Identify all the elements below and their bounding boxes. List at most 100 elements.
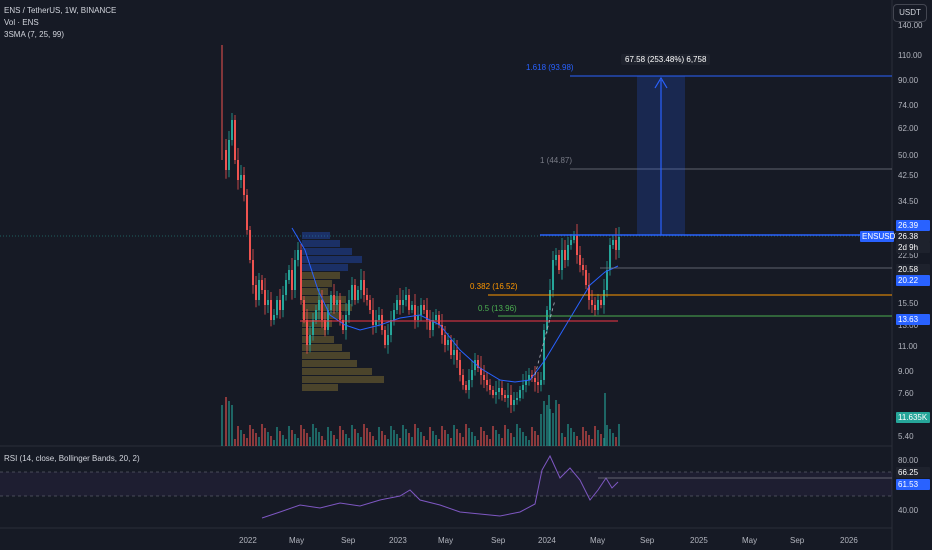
- volume-bar: [387, 439, 389, 446]
- price-tag: 20.58: [896, 264, 930, 275]
- candle-body: [402, 300, 404, 305]
- volume-profile-row: [302, 280, 332, 287]
- volume-bar: [357, 433, 359, 446]
- volume-bar: [456, 429, 458, 446]
- volume-bar: [468, 428, 470, 446]
- volume-bar: [246, 438, 248, 446]
- candle-body: [363, 280, 365, 295]
- volume-bar: [471, 432, 473, 446]
- price-tick: 22.50: [898, 251, 919, 260]
- volume-bar: [600, 434, 602, 446]
- candle-body: [432, 320, 434, 330]
- candle-body: [384, 330, 386, 345]
- candle-body: [462, 375, 464, 385]
- currency-button[interactable]: USDT: [893, 4, 927, 22]
- candle-body: [555, 255, 557, 260]
- volume-bar: [309, 437, 311, 446]
- volume-bar: [429, 427, 431, 446]
- volume-bar: [291, 430, 293, 446]
- volume-profile-row: [302, 368, 372, 375]
- volume-bar: [438, 439, 440, 446]
- volume-bar: [318, 432, 320, 446]
- volume-indicator-label[interactable]: Vol · ENS: [4, 18, 39, 27]
- volume-profile-row: [302, 296, 346, 303]
- candle-body: [366, 295, 368, 300]
- volume-bar: [240, 430, 242, 446]
- volume-bar: [615, 437, 617, 446]
- candle-body: [447, 340, 449, 345]
- rsi-line: [261, 454, 619, 519]
- volume-bar: [420, 432, 422, 446]
- volume-bar: [432, 431, 434, 446]
- volume-profile-row: [302, 256, 362, 263]
- rsi-pane: [261, 454, 892, 519]
- candle-body: [297, 250, 299, 260]
- fib-label-1: 1 (44.87): [540, 156, 573, 165]
- volume-bar: [540, 414, 542, 446]
- candle-body: [378, 315, 380, 320]
- candle-body: [573, 235, 575, 240]
- time-tick: May: [289, 536, 305, 545]
- volume-bar: [351, 425, 353, 446]
- volume-bar: [489, 439, 491, 446]
- candle-body: [501, 388, 503, 395]
- candle-body: [324, 320, 326, 330]
- candle-body: [339, 300, 341, 320]
- candle-body: [570, 240, 572, 245]
- candle-body: [456, 350, 458, 360]
- volume-bar: [618, 424, 620, 446]
- volume-bar: [354, 429, 356, 446]
- time-tick: 2025: [690, 536, 708, 545]
- volume-bar: [270, 436, 272, 446]
- volume-bar: [369, 432, 371, 446]
- candle-body: [342, 320, 344, 330]
- volume-bar: [588, 435, 590, 446]
- volume-bar: [324, 440, 326, 446]
- price-tick: 90.00: [898, 76, 919, 85]
- candle-body: [333, 295, 335, 305]
- volume-bar: [450, 438, 452, 446]
- candle-body: [507, 395, 509, 398]
- symbol-price-tag: ENSUSDT: [860, 231, 901, 242]
- candle-body: [618, 237, 620, 250]
- volume-bar: [426, 440, 428, 446]
- volume-bar: [480, 427, 482, 446]
- volume-bar: [333, 435, 335, 446]
- volume-profile-row: [302, 352, 350, 359]
- time-tick: 2026: [840, 536, 858, 545]
- volume-bar: [591, 439, 593, 446]
- rsi-indicator-label[interactable]: RSI (14, close, Bollinger Bands, 20, 2): [4, 454, 140, 463]
- candle-body: [264, 290, 266, 305]
- candle-body: [552, 260, 554, 290]
- volume-bar: [612, 433, 614, 446]
- volume-bar: [297, 438, 299, 446]
- candle-body: [411, 305, 413, 310]
- volume-bar: [345, 434, 347, 446]
- volume-bar: [303, 429, 305, 446]
- volume-bar: [597, 430, 599, 446]
- volume-bar: [552, 413, 554, 446]
- volume-bar: [381, 431, 383, 446]
- candle-body: [594, 305, 596, 310]
- candle-body: [330, 295, 332, 310]
- volume-bar: [279, 431, 281, 446]
- candle-body: [543, 330, 545, 380]
- volume-bar: [276, 427, 278, 446]
- candlesticks: [221, 45, 620, 413]
- volume-bar: [390, 426, 392, 446]
- time-tick: May: [590, 536, 606, 545]
- candle-body: [459, 360, 461, 375]
- candle-body: [321, 300, 323, 320]
- volume-profile-row: [302, 376, 384, 383]
- volume-bar: [249, 425, 251, 446]
- candle-body: [426, 310, 428, 320]
- volume-bar: [336, 439, 338, 446]
- candle-body: [228, 140, 230, 170]
- symbol-title[interactable]: ENS / TetherUS, 1W, BINANCE: [4, 6, 117, 15]
- volume-bar: [548, 395, 550, 446]
- sma-line: [291, 227, 619, 383]
- volume-profile-row: [302, 240, 340, 247]
- volume-bar: [225, 397, 227, 446]
- sma-indicator-label[interactable]: 3SMA (7, 25, 99): [4, 30, 65, 39]
